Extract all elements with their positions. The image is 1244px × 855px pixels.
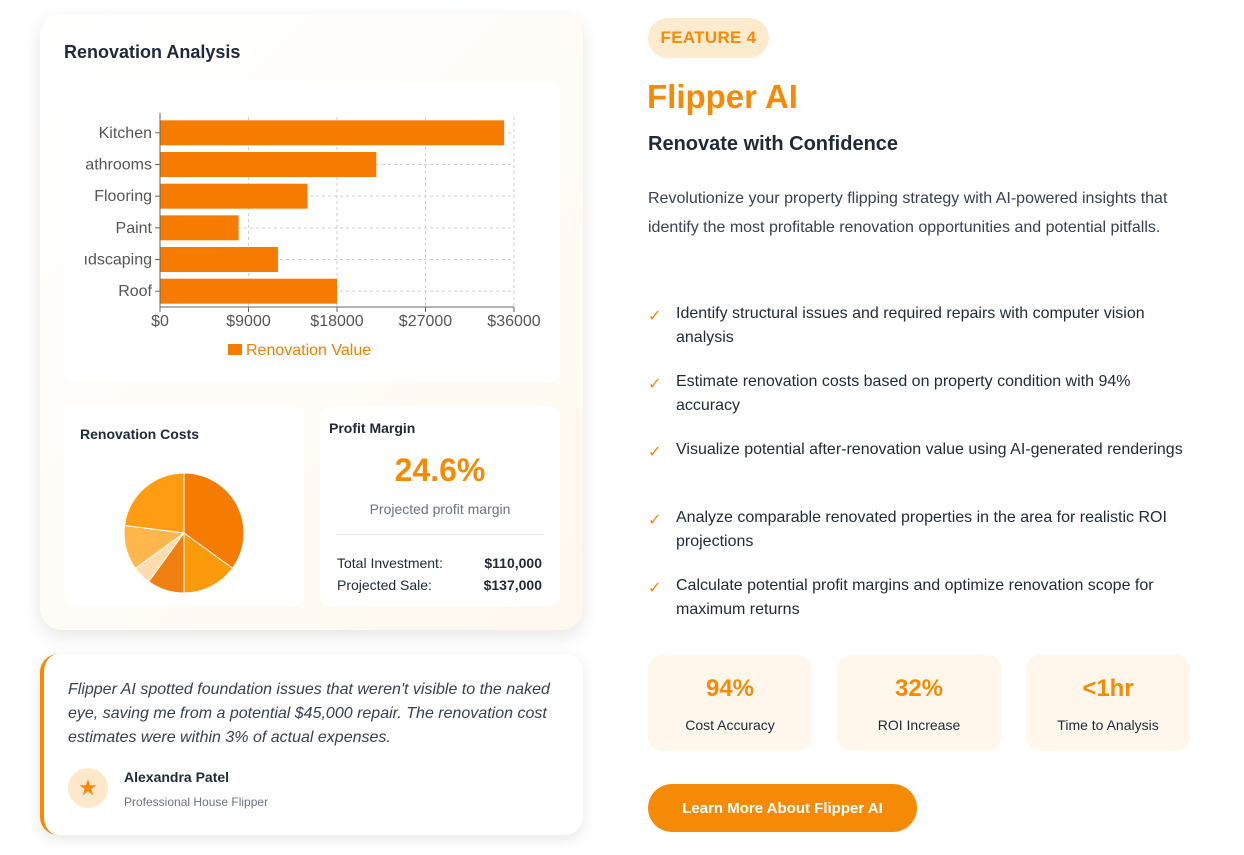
stat-value: 94% (705, 675, 755, 702)
legend-label: Renovation Value (246, 342, 371, 359)
pie-slice (183, 472, 245, 569)
renovation-costs-panel: Renovation Costs (64, 406, 304, 606)
benefit-text: Analyze comparable renovated properties … (676, 509, 1167, 550)
pie-chart-svg (123, 472, 245, 594)
x-tick-label: $27000 (399, 313, 452, 330)
analysis-title: Renovation Analysis (64, 42, 241, 62)
category-label-paint: Paint (116, 220, 153, 237)
stat-label: Cost Accuracy (685, 717, 775, 733)
category-labels: Kitchen athrooms Flooring Paint ıdscaping Roo… (84, 125, 153, 300)
bar-paint (160, 215, 239, 241)
testimonial-card: Flipper AI spotted foundation issues tha… (40, 654, 583, 835)
feature-description: Revolutionize your property flipping str… (648, 190, 1168, 236)
learn-more-button[interactable]: Learn More About Flipper AI (648, 784, 917, 832)
sale-label: Projected Sale: (337, 577, 432, 593)
category-label-roof: Roof (118, 283, 152, 300)
benefit-text: Calculate potential profit margins and o… (676, 577, 1154, 618)
profit-title: Profit Margin (329, 420, 416, 436)
star-icon: ★ (78, 775, 98, 800)
feature-badge: FEATURE 4 (648, 18, 769, 58)
testimonial-role: Professional House Flipper (124, 795, 269, 809)
investment-label: Total Investment: (337, 555, 443, 571)
x-tick-label: $36000 (487, 313, 540, 330)
stat-value: <1hr (1082, 675, 1134, 702)
feature-title: Flipper AI (647, 78, 798, 115)
investment-row: Total Investment: $110,000 (337, 555, 542, 571)
stat-label: ROI Increase (877, 717, 961, 733)
stat-card-time-to-analysis: <1hr Time to Analysis (1026, 655, 1190, 751)
sale-row: Projected Sale: $137,000 (337, 577, 542, 593)
bar-roof (160, 278, 337, 304)
bar-flooring (160, 183, 308, 209)
category-label-bathrooms: athrooms (85, 157, 152, 174)
sale-value: $137,000 (483, 577, 542, 593)
x-tick-label: $9000 (226, 313, 271, 330)
bar-chart-svg: Kitchen athrooms Flooring Paint ıdscaping Roo… (84, 113, 541, 359)
profit-divider (336, 534, 544, 535)
benefit-text: Estimate renovation costs based on prope… (676, 373, 1131, 414)
category-label-kitchen: Kitchen (99, 125, 152, 142)
check-icon: ✓ (648, 376, 662, 393)
testimonial-name: Alexandra Patel (124, 769, 230, 785)
bar-kitchen (160, 120, 505, 146)
stat-label: Time to Analysis (1057, 717, 1159, 733)
check-icon: ✓ (648, 308, 662, 325)
avatar: ★ (68, 768, 108, 808)
category-label-landscaping: ıdscaping (84, 252, 153, 269)
pie-slice (123, 472, 185, 534)
check-icon: ✓ (648, 580, 662, 597)
feature-subtitle: Renovate with Confidence (648, 133, 899, 155)
renovation-analysis-card: Renovation Analysis Kitchen athrooms Floor… (40, 14, 583, 630)
legend-swatch (228, 344, 242, 355)
category-label-flooring: Flooring (94, 188, 152, 205)
profit-subtitle: Projected profit margin (369, 501, 511, 517)
check-icon: ✓ (648, 512, 662, 529)
check-icon: ✓ (648, 444, 662, 461)
renovation-bar-chart: Kitchen athrooms Flooring Paint ıdscaping Roo… (64, 82, 560, 382)
investment-value: $110,000 (484, 555, 542, 571)
stat-card-cost-accuracy: 94% Cost Accuracy (648, 655, 812, 751)
bar-bathrooms (160, 152, 377, 177)
profit-value: 24.6% (394, 452, 486, 488)
stat-value: 32% (894, 675, 944, 702)
testimonial-quote: Flipper AI spotted foundation issues tha… (68, 681, 550, 746)
costs-title: Renovation Costs (80, 426, 200, 442)
profit-margin-panel: Profit Margin 24.6% Projected profit mar… (320, 406, 560, 606)
benefit-text: Identify structural issues and required … (676, 305, 1145, 346)
stat-card-roi-increase: 32% ROI Increase (837, 655, 1001, 751)
pie-slice (183, 532, 234, 594)
x-tick-label: $18000 (310, 313, 363, 330)
benefit-text: Visualize potential after-renovation val… (676, 441, 1183, 458)
x-tick-label: $0 (151, 313, 169, 330)
bar-landscaping (160, 247, 278, 272)
